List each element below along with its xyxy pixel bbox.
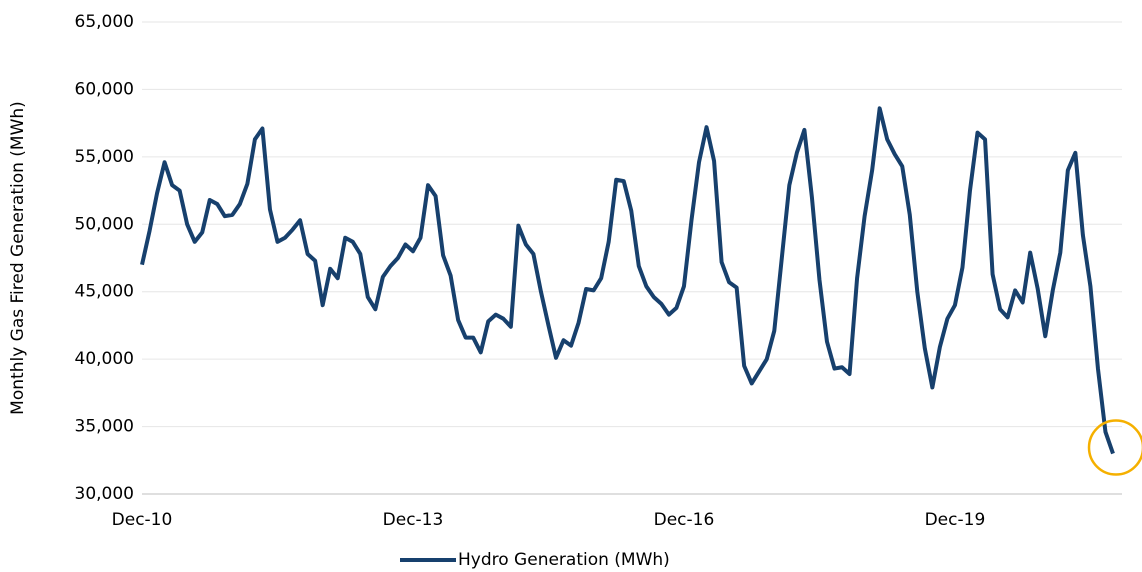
y-tick-label: 60,000 xyxy=(75,79,134,99)
x-tick-label: Dec-13 xyxy=(383,510,444,530)
legend-label: Hydro Generation (MWh) xyxy=(458,550,670,570)
y-tick-label: 35,000 xyxy=(75,417,134,437)
y-tick-label: 50,000 xyxy=(75,214,134,234)
y-tick-label: 45,000 xyxy=(75,282,134,302)
x-tick-label: Dec-10 xyxy=(112,510,173,530)
y-axis-label: Monthly Gas Fired Generation (MWh) xyxy=(8,101,28,415)
y-tick-label: 40,000 xyxy=(75,349,134,369)
y-tick-label: 55,000 xyxy=(75,147,134,167)
y-tick-label: 30,000 xyxy=(75,484,134,504)
line-series xyxy=(140,106,1115,455)
x-tick-label: Dec-19 xyxy=(925,510,986,530)
highlight-circle xyxy=(1087,419,1142,476)
x-tick-label: Dec-16 xyxy=(654,510,715,530)
y-tick-label: 65,000 xyxy=(75,12,134,32)
